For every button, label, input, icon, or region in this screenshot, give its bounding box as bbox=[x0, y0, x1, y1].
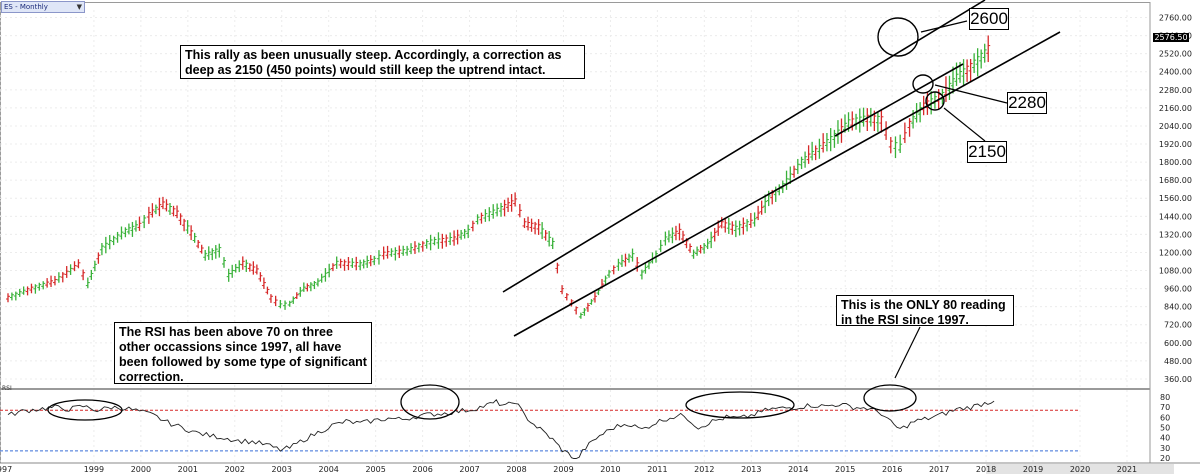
circle-2150 bbox=[925, 91, 945, 111]
rsi-line bbox=[7, 399, 995, 459]
rsi-note: The RSI has been above 70 on three other… bbox=[114, 322, 372, 384]
price-tick-label: 1200.00 bbox=[1159, 248, 1192, 257]
circle-2280 bbox=[912, 74, 934, 94]
price-tick-label: 2160.00 bbox=[1159, 104, 1192, 113]
price-tick-label: 480.00 bbox=[1164, 357, 1192, 366]
rsi-tick-label: 20 bbox=[1160, 454, 1170, 463]
time-tick-label: 1997 bbox=[0, 465, 12, 474]
price-tick-label: 1080.00 bbox=[1159, 267, 1192, 276]
rally-note: This rally as been unusually steep. Acco… bbox=[180, 45, 585, 79]
price-tick-label: 2040.00 bbox=[1159, 122, 1192, 131]
price-tick-label: 1440.00 bbox=[1159, 212, 1192, 221]
rsi-tick-label: 80 bbox=[1160, 393, 1170, 402]
rsi-circle-3 bbox=[685, 391, 795, 419]
arrow-only80 bbox=[894, 326, 921, 379]
time-tick-label: 2009 bbox=[553, 465, 573, 474]
price-tick-label: 2280.00 bbox=[1159, 86, 1192, 95]
price-bars bbox=[6, 35, 991, 319]
time-tick-label: 2005 bbox=[365, 465, 385, 474]
rsi-circle-1 bbox=[47, 399, 123, 421]
time-tick-label: 2008 bbox=[506, 465, 526, 474]
price-tick-label: 1800.00 bbox=[1159, 158, 1192, 167]
chevron-down-icon[interactable]: ▼ bbox=[76, 3, 82, 11]
rsi-circle-4 bbox=[863, 384, 917, 412]
rsi-tick-label: 70 bbox=[1160, 403, 1170, 412]
time-tick-label: 2019 bbox=[1023, 465, 1043, 474]
level-2150-box: 2150 bbox=[967, 141, 1007, 163]
level-2280-box: 2280 bbox=[1007, 92, 1047, 114]
time-tick-label: 2007 bbox=[459, 465, 479, 474]
rsi-label: RSI bbox=[2, 385, 12, 392]
time-tick-label: 2016 bbox=[882, 465, 902, 474]
symbol-label: ES - Monthly bbox=[4, 3, 48, 11]
price-tick-label: 600.00 bbox=[1164, 339, 1192, 348]
rsi-circle-2 bbox=[400, 384, 460, 420]
time-tick-label: 2001 bbox=[178, 465, 198, 474]
price-axis: 360.00 480.00 600.00 720.00 840.00 960.00 1080… bbox=[1159, 14, 1192, 384]
only80-note: This is the ONLY 80 reading in the RSI s… bbox=[836, 295, 1014, 327]
price-frame bbox=[0, 2, 1151, 389]
rsi-tick-label: 50 bbox=[1160, 424, 1170, 433]
time-axis: 1997 1999 2000 2001 2002 2003 2004 2005 2006 2007… bbox=[0, 462, 1200, 474]
price-tick-label: 1680.00 bbox=[1159, 176, 1192, 185]
price-tick-label: 960.00 bbox=[1164, 285, 1192, 294]
time-tick-label: 2015 bbox=[835, 465, 855, 474]
trendlines bbox=[502, 0, 1061, 337]
time-tick-label: 2010 bbox=[600, 465, 620, 474]
trendline-3 bbox=[834, 63, 964, 137]
time-tick-label: 2006 bbox=[412, 465, 432, 474]
time-tick-label: 2018 bbox=[976, 465, 996, 474]
price-tick-label: 1920.00 bbox=[1159, 140, 1192, 149]
future-year-shade bbox=[1126, 464, 1174, 474]
future-year-shade bbox=[986, 464, 1034, 474]
symbol-selector[interactable]: ES - Monthly ▼ bbox=[1, 1, 85, 13]
price-tick-label: 720.00 bbox=[1164, 321, 1192, 330]
time-tick-label: 2020 bbox=[1070, 465, 1090, 474]
trendline-2 bbox=[513, 31, 1061, 337]
circle-2600 bbox=[877, 17, 919, 57]
time-tick-label: 2013 bbox=[741, 465, 761, 474]
time-tick-label: 2021 bbox=[1117, 465, 1137, 474]
price-tick-label: 2520.00 bbox=[1159, 50, 1192, 59]
time-tick-label: 2014 bbox=[788, 465, 808, 474]
time-tick-label: 2004 bbox=[319, 465, 339, 474]
level-2600-box: 2600 bbox=[969, 8, 1009, 30]
rsi-frame bbox=[0, 389, 1151, 464]
time-tick-label: 2000 bbox=[131, 465, 151, 474]
chart-grid bbox=[0, 2, 1151, 464]
price-tick-label: 840.00 bbox=[1164, 303, 1192, 312]
rsi-tick-label: 60 bbox=[1160, 413, 1170, 422]
future-year-shade bbox=[1080, 464, 1127, 474]
price-tick-label: 360.00 bbox=[1164, 375, 1192, 384]
time-tick-label: 2011 bbox=[647, 465, 667, 474]
rsi-tick-label: 40 bbox=[1160, 434, 1170, 443]
rsi-tick-label: 30 bbox=[1160, 444, 1170, 453]
price-tick-label: 1560.00 bbox=[1159, 194, 1192, 203]
price-tick-label: 1320.00 bbox=[1159, 230, 1192, 239]
time-tick-label: 2003 bbox=[272, 465, 292, 474]
arrow-2280 bbox=[934, 84, 1008, 104]
time-tick-label: 2002 bbox=[225, 465, 245, 474]
trendline-1 bbox=[502, 0, 986, 293]
arrow-2150 bbox=[943, 107, 986, 142]
price-tick-label: 2760.00 bbox=[1159, 14, 1192, 23]
arrow-2600 bbox=[920, 20, 968, 33]
future-year-shade bbox=[1033, 464, 1081, 474]
last-price-tag: 2576.50 bbox=[1153, 33, 1189, 42]
price-tick-label: 2400.00 bbox=[1159, 68, 1192, 77]
annotations bbox=[877, 17, 1008, 379]
time-tick-label: 2012 bbox=[694, 465, 714, 474]
time-tick-label: 2017 bbox=[929, 465, 949, 474]
time-tick-label: 1999 bbox=[84, 465, 104, 474]
